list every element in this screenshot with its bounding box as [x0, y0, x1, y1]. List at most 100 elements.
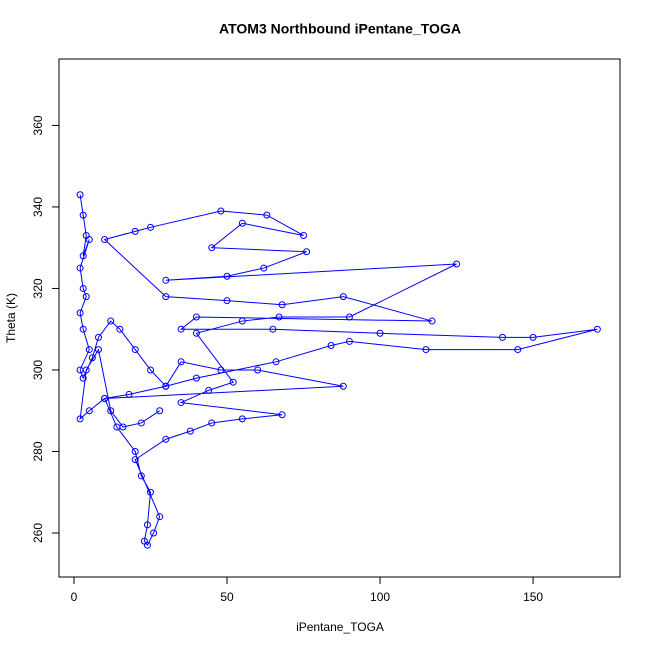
data-point	[238, 317, 246, 325]
data-point	[593, 325, 601, 333]
data-point	[79, 211, 87, 219]
data-point	[217, 207, 225, 215]
chart-title: ATOM3 Northbound iPentane_TOGA	[219, 21, 461, 37]
data-point	[217, 366, 225, 374]
data-point	[137, 419, 145, 427]
data-point	[76, 415, 84, 423]
data-point	[147, 488, 155, 496]
data-point	[205, 386, 213, 394]
data-point	[223, 272, 231, 280]
data-point	[238, 415, 246, 423]
plot-frame	[58, 58, 621, 578]
data-point	[453, 260, 461, 268]
data-point	[143, 541, 151, 549]
data-point	[192, 374, 200, 382]
data-point	[107, 317, 115, 325]
data-point	[79, 374, 87, 382]
y-tick-label: 300	[31, 360, 45, 380]
data-point	[76, 191, 84, 199]
data-point	[82, 293, 90, 301]
data-point	[208, 244, 216, 252]
data-point	[260, 264, 268, 272]
data-point	[272, 358, 280, 366]
data-point	[131, 456, 139, 464]
data-point	[131, 346, 139, 354]
data-point	[101, 236, 109, 244]
x-axis-label: iPentane_TOGA	[296, 620, 384, 634]
data-point	[303, 248, 311, 256]
data-point	[137, 472, 145, 480]
data-point	[208, 419, 216, 427]
data-point	[82, 366, 90, 374]
data-point	[177, 399, 185, 407]
data-point	[131, 447, 139, 455]
data-point	[76, 264, 84, 272]
y-tick-label: 340	[31, 197, 45, 217]
data-point	[94, 333, 102, 341]
data-point	[514, 346, 522, 354]
data-point	[238, 219, 246, 227]
data-point	[94, 346, 102, 354]
data-point	[498, 333, 506, 341]
data-point	[263, 211, 271, 219]
data-point	[101, 394, 109, 402]
data-point	[76, 309, 84, 317]
data-point	[79, 284, 87, 292]
data-point	[162, 435, 170, 443]
data-point	[177, 325, 185, 333]
data-point	[339, 382, 347, 390]
data-point	[428, 317, 436, 325]
data-point	[529, 333, 537, 341]
data-point	[156, 513, 164, 521]
data-point	[162, 293, 170, 301]
data-point	[125, 390, 133, 398]
data-point	[177, 358, 185, 366]
data-point	[278, 301, 286, 309]
data-point	[85, 236, 93, 244]
y-tick-label: 320	[31, 278, 45, 298]
data-point	[85, 346, 93, 354]
data-point	[254, 366, 262, 374]
data-point	[192, 313, 200, 321]
data-point	[278, 411, 286, 419]
data-point	[79, 252, 87, 260]
data-point	[116, 325, 124, 333]
data-point	[143, 521, 151, 529]
data-point	[162, 382, 170, 390]
data-point	[147, 223, 155, 231]
data-point	[107, 407, 115, 415]
data-point	[131, 227, 139, 235]
data-point	[376, 329, 384, 337]
data-point	[300, 231, 308, 239]
data-point	[345, 337, 353, 345]
x-tick-label: 0	[71, 590, 78, 604]
x-tick-label: 150	[523, 590, 543, 604]
y-tick-label: 360	[31, 115, 45, 135]
data-point	[345, 313, 353, 321]
data-point	[269, 325, 277, 333]
y-tick-label: 280	[31, 441, 45, 461]
data-point	[156, 407, 164, 415]
data-point	[275, 313, 283, 321]
data-point	[150, 529, 158, 537]
data-point	[88, 354, 96, 362]
data-point	[79, 325, 87, 333]
data-point	[85, 407, 93, 415]
data-point	[327, 342, 335, 350]
data-point	[339, 293, 347, 301]
x-tick-label: 100	[370, 590, 390, 604]
data-point	[223, 297, 231, 305]
data-point	[147, 366, 155, 374]
data-point	[422, 346, 430, 354]
data-line	[79, 194, 598, 547]
y-tick-label: 260	[31, 523, 45, 543]
data-point	[229, 378, 237, 386]
data-point	[162, 276, 170, 284]
data-point	[192, 329, 200, 337]
data-point	[186, 427, 194, 435]
x-tick-label: 50	[220, 590, 234, 604]
data-point	[119, 423, 127, 431]
y-axis-label: Theta (K)	[4, 293, 18, 343]
